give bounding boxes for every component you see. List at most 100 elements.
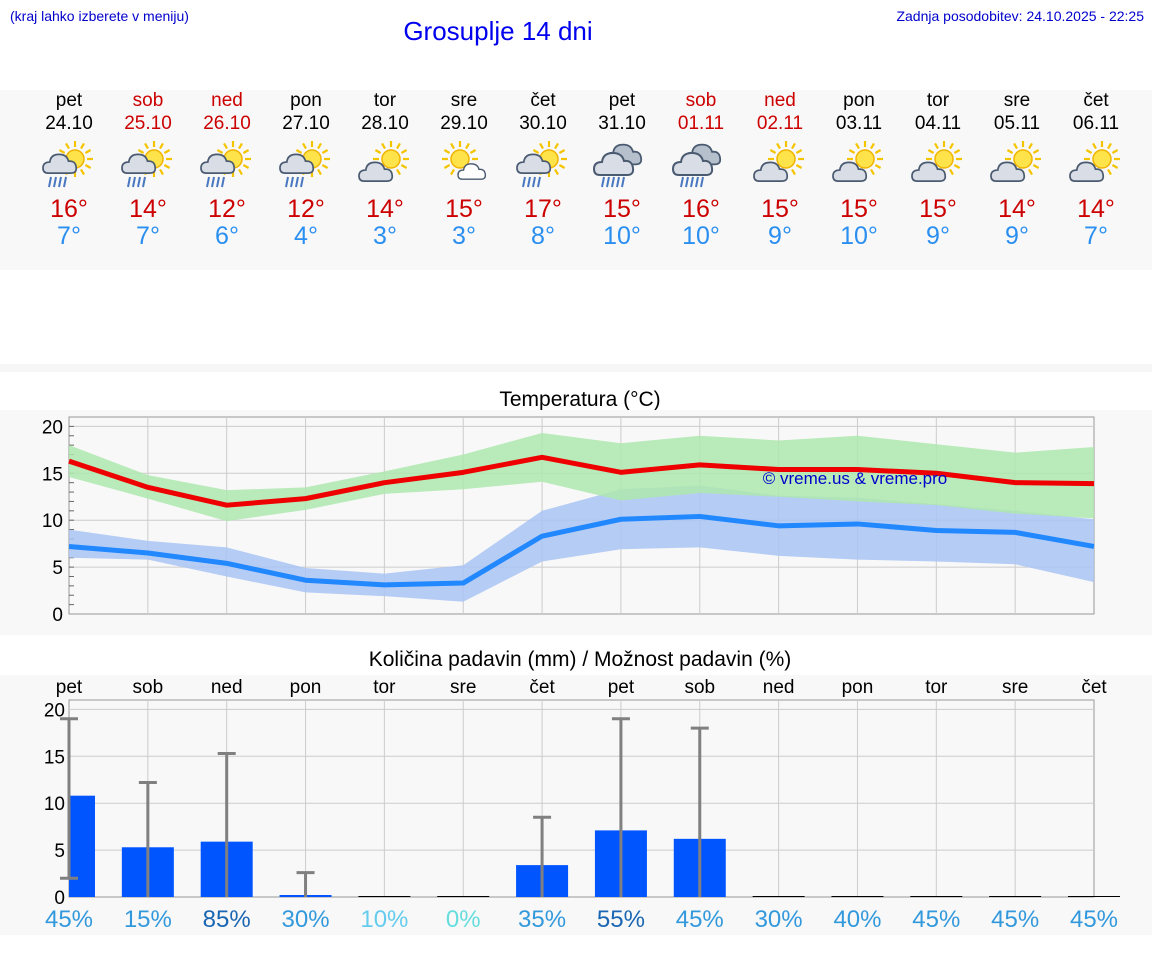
precipitation-bar xyxy=(1068,896,1120,897)
min-temp: 6° xyxy=(215,222,239,250)
min-temp: 9° xyxy=(926,222,950,250)
day-column: sre 05.11 14° 9° xyxy=(977,90,1057,251)
precipitation-probability: 30% xyxy=(282,906,330,933)
x-tick-label: tor xyxy=(373,677,396,698)
day-name: pon xyxy=(843,90,875,111)
sun-cloud-icon xyxy=(750,139,810,197)
day-date: 04.11 xyxy=(914,113,962,134)
day-column: tor 28.10 14° 3° xyxy=(345,90,425,251)
day-column: ned 02.11 15° 9° xyxy=(740,90,820,251)
max-range-band xyxy=(69,432,1094,522)
precipitation-bar xyxy=(358,896,411,897)
x-tick-label: sre xyxy=(1002,677,1028,698)
x-tick-label: čet xyxy=(1081,677,1107,698)
day-date: 27.10 xyxy=(282,113,330,134)
y-tick-label: 5 xyxy=(54,841,65,862)
x-tick-label: pet xyxy=(56,677,83,698)
min-temperature-line xyxy=(68,513,1095,588)
min-temp: 7° xyxy=(1084,222,1108,250)
max-temp: 14° xyxy=(129,195,167,223)
y-tick-label: 10 xyxy=(42,511,63,532)
max-temp: 16° xyxy=(50,195,88,223)
min-temp: 7° xyxy=(57,222,81,250)
day-name: sob xyxy=(132,90,164,111)
day-name: sre xyxy=(450,90,478,111)
y-tick-label: 0 xyxy=(52,605,63,626)
day-column: pet 24.10 16° 7° xyxy=(29,90,109,251)
sun-cloud-icon xyxy=(355,139,415,197)
sun-small-cloud-icon xyxy=(434,139,494,197)
last-updated: Zadnja posodobitev: 24.10.2025 - 22:25 xyxy=(896,8,1144,24)
sun-cloud-rain-icon xyxy=(118,139,178,197)
precipitation-chart: 20 15 10 5 0 pet sob ned pon tor sre čet pet sob ned po… xyxy=(44,677,1120,933)
day-date: 05.11 xyxy=(993,113,1041,134)
day-date: 30.10 xyxy=(519,113,567,134)
day-name: ned xyxy=(764,90,796,111)
max-temp: 15° xyxy=(445,195,483,223)
day-column: sob 01.11 16° 10° xyxy=(661,90,741,251)
sun-cloud-rain-icon xyxy=(276,139,336,197)
y-tick-label: 0 xyxy=(54,888,65,909)
x-tick-label: čet xyxy=(529,677,555,698)
x-tick-label: sob xyxy=(133,677,164,698)
precipitation-probability: 30% xyxy=(755,906,803,933)
watermark: © vreme.us & vreme.pro xyxy=(763,469,947,488)
sun-cloud-rain-icon xyxy=(513,139,573,197)
precipitation-chart-title: Količina padavin (mm) / Možnost padavin … xyxy=(368,648,792,671)
y-tick-label: 15 xyxy=(42,464,63,485)
y-tick-label: 20 xyxy=(42,417,63,438)
day-column: pet 31.10 15° 10° xyxy=(582,90,662,251)
day-column: sob 25.10 14° 7° xyxy=(108,90,188,251)
max-temp: 17° xyxy=(524,195,562,223)
min-temp: 3° xyxy=(452,222,476,250)
precipitation-probability: 45% xyxy=(676,906,724,933)
max-temp: 15° xyxy=(840,195,878,223)
max-temp: 12° xyxy=(208,195,246,223)
min-temp: 8° xyxy=(531,222,555,250)
day-column: pon 27.10 12° 4° xyxy=(266,90,346,251)
y-tick-label: 10 xyxy=(44,794,65,815)
precipitation-chart-panel: 20 15 10 5 0 pet sob ned pon tor sre čet pet sob ned po… xyxy=(0,675,1152,935)
y-tick-label: 15 xyxy=(44,747,65,768)
day-column: ned 26.10 12° 6° xyxy=(187,90,267,251)
max-temp: 14° xyxy=(998,195,1036,223)
min-temp: 3° xyxy=(373,222,397,250)
precipitation-bar xyxy=(989,896,1042,897)
day-name: tor xyxy=(926,90,950,111)
day-column: sre 29.10 15° 3° xyxy=(424,90,504,251)
precipitation-bar xyxy=(437,896,490,897)
day-date: 31.10 xyxy=(598,113,646,134)
precipitation-bar xyxy=(752,896,805,897)
day-column: tor 04.11 15° 9° xyxy=(898,90,978,251)
sun-cloud-icon xyxy=(908,139,968,197)
sun-cloud-rain-icon xyxy=(39,139,99,197)
day-date: 26.10 xyxy=(203,113,251,134)
precipitation-bar xyxy=(831,896,884,897)
sun-cloud-icon xyxy=(1066,139,1126,197)
x-tick-label: sre xyxy=(450,677,476,698)
day-date: 28.10 xyxy=(361,113,409,134)
day-name: pet xyxy=(608,90,636,111)
day-name: ned xyxy=(211,90,243,111)
precipitation-probability: 10% xyxy=(360,906,408,933)
temperature-chart-title: Temperatura (°C) xyxy=(499,388,661,411)
sun-cloud-icon xyxy=(987,139,1047,197)
day-name: čet xyxy=(1083,90,1109,111)
x-tick-label: tor xyxy=(925,677,948,698)
sun-cloud-icon xyxy=(829,139,889,197)
x-tick-label: ned xyxy=(211,677,243,698)
precipitation-probability: 85% xyxy=(203,906,251,933)
min-temp: 10° xyxy=(840,222,878,250)
min-temp: 10° xyxy=(682,222,720,250)
precipitation-probability: 45% xyxy=(1070,906,1118,933)
min-temp: 10° xyxy=(603,222,641,250)
daily-forecast-panel: pet 24.10 16° 7° sob 25.10 14° 7° ned 26.10 12° 6° p… xyxy=(0,90,1152,270)
temperature-chart-panel: 20 15 10 5 0 © vreme.us & vreme.pro xyxy=(0,410,1152,635)
max-temp: 15° xyxy=(919,195,957,223)
min-temp: 4° xyxy=(294,222,318,250)
precipitation-probability: 55% xyxy=(597,906,645,933)
day-date: 29.10 xyxy=(440,113,488,134)
min-temp: 7° xyxy=(136,222,160,250)
day-date: 02.11 xyxy=(756,113,804,134)
day-date: 06.11 xyxy=(1072,113,1120,134)
